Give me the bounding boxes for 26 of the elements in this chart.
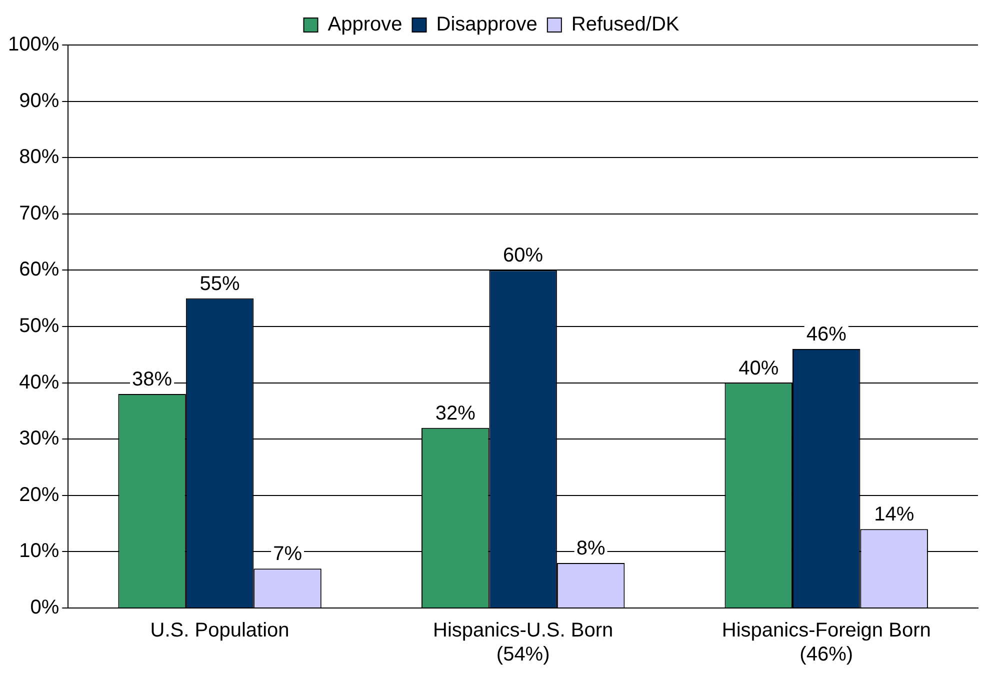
legend-label: Disapprove — [436, 14, 538, 36]
y-tick-label: 60% — [19, 258, 60, 281]
y-tick-label: 20% — [19, 484, 60, 506]
y-tick-label: 70% — [19, 202, 60, 224]
y-tick-label: 50% — [19, 315, 60, 338]
y-tick-label: 30% — [19, 428, 60, 450]
y-tick-label: 40% — [19, 371, 60, 394]
y-tick-label: 100% — [8, 34, 60, 56]
data-label: 60% — [503, 244, 544, 267]
data-label: 14% — [874, 504, 914, 526]
data-label: 38% — [132, 368, 172, 391]
legend-label: Approve — [328, 14, 402, 36]
data-label: 55% — [200, 272, 240, 295]
data-label: 32% — [435, 402, 476, 424]
data-label: 40% — [738, 357, 779, 380]
x-tick-label: Hispanics-U.S. Born (54%) — [433, 620, 614, 666]
y-tick-label: 0% — [30, 596, 60, 619]
x-tick-label: U.S. Population — [150, 620, 290, 642]
y-tick-label: 80% — [19, 146, 60, 168]
legend-label: Refused/DK — [571, 14, 680, 36]
data-label: 7% — [273, 543, 302, 566]
y-tick-label: 90% — [19, 90, 60, 112]
y-tick-label: 10% — [19, 540, 60, 562]
data-label: 8% — [576, 537, 606, 560]
data-label: 46% — [806, 324, 847, 346]
x-tick-label: Hispanics-Foreign Born (46%) — [722, 620, 931, 666]
